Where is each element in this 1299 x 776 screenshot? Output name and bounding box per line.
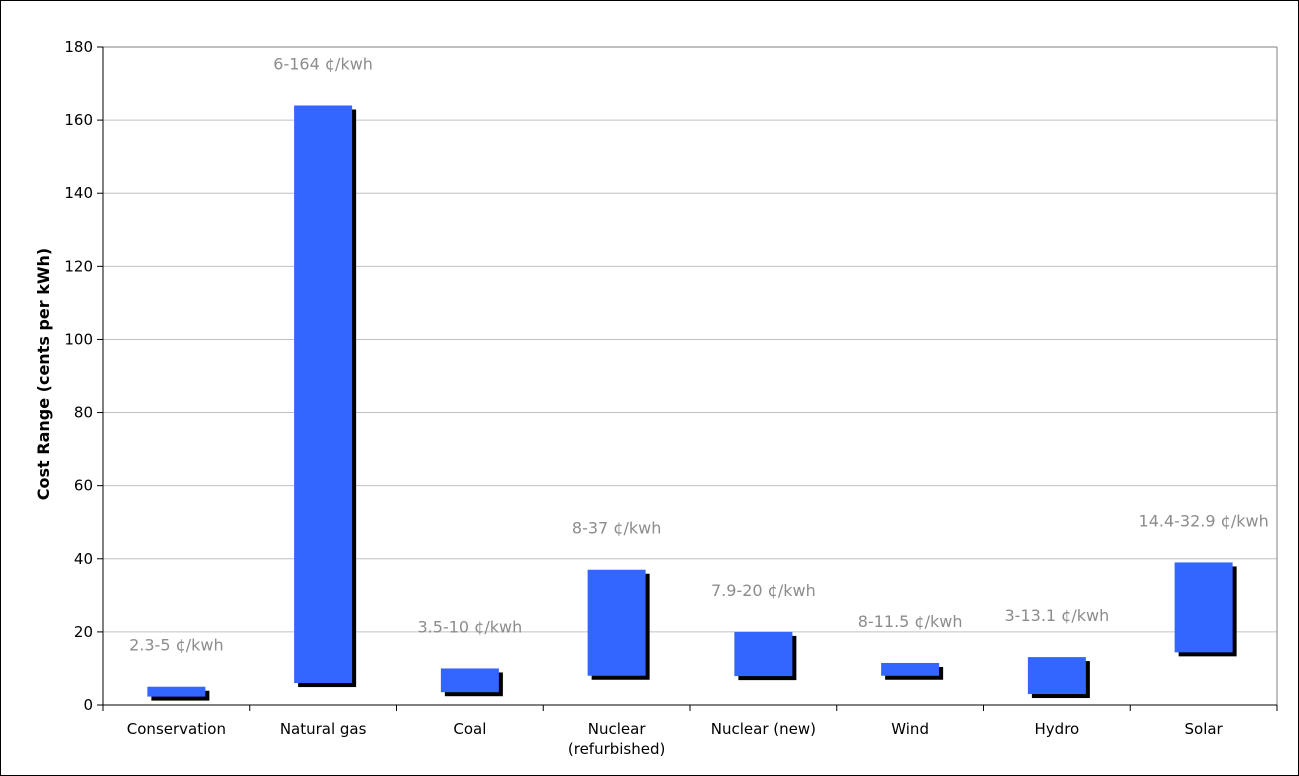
bars [147, 105, 1237, 701]
bar [294, 105, 353, 684]
data-label: 3-13.1 ¢/kwh [1005, 606, 1110, 625]
bar [1174, 562, 1233, 653]
x-category-label: Wind [891, 720, 929, 738]
x-category-label: Hydro [1035, 720, 1080, 738]
y-tick-label: 160 [64, 111, 93, 129]
axes [102, 46, 1278, 711]
x-category-label: Natural gas [280, 720, 367, 738]
data-label: 8-37 ¢/kwh [572, 519, 661, 538]
bar [881, 662, 940, 676]
x-category-label: Coal [453, 720, 486, 738]
y-tick-label: 40 [74, 550, 93, 568]
x-category-label: (refurbished) [568, 740, 666, 758]
data-label: 8-11.5 ¢/kwh [858, 612, 963, 631]
data-labels: 2.3-5 ¢/kwh 6-164 ¢/kwh 3.5-10 ¢/kwh 8-37 ¢… [129, 54, 1269, 654]
gridlines [103, 46, 1277, 633]
y-tick-label: 0 [83, 696, 93, 714]
y-tick-label: 20 [74, 623, 93, 641]
y-tick-label: 100 [64, 330, 93, 348]
y-tick-label: 60 [74, 477, 93, 495]
y-tick-label: 140 [64, 184, 93, 202]
bar [1027, 657, 1086, 695]
x-category-label: Nuclear (new) [711, 720, 816, 738]
y-axis-ticks: 0 20 40 60 80 100 120 140 160 180 [64, 38, 103, 714]
data-label: 2.3-5 ¢/kwh [129, 636, 224, 655]
bar [734, 631, 793, 677]
y-axis-title: Cost Range (cents per kWh) [34, 248, 53, 500]
x-category-label: Conservation [127, 720, 226, 738]
y-tick-label: 180 [64, 38, 93, 56]
x-category-label: Solar [1185, 720, 1224, 738]
data-label: 14.4-32.9 ¢/kwh [1139, 511, 1269, 530]
data-label: 3.5-10 ¢/kwh [418, 617, 523, 636]
y-tick-label: 120 [64, 257, 93, 275]
x-axis-category-labels: Conservation Natural gas Coal Nuclear (refur… [127, 720, 1224, 758]
y-tick-label: 80 [74, 404, 93, 422]
data-label: 6-164 ¢/kwh [273, 54, 373, 73]
data-label: 7.9-20 ¢/kwh [711, 581, 816, 600]
bar [147, 686, 206, 697]
bar [587, 569, 646, 676]
bar [440, 668, 499, 693]
x-category-label: Nuclear [588, 720, 647, 738]
